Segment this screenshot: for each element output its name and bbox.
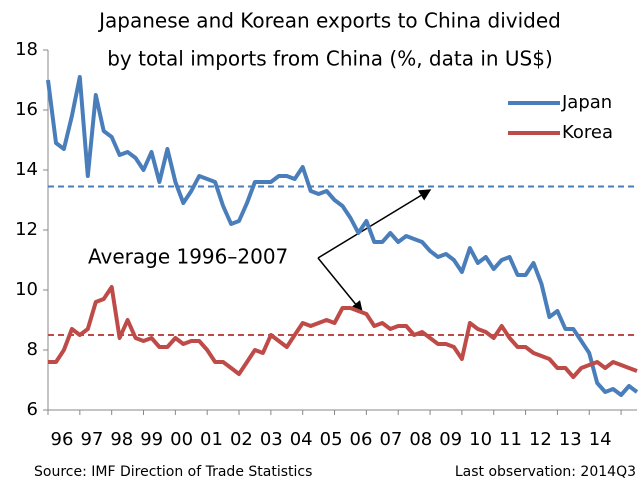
x-tick-label: 12 — [529, 429, 552, 450]
y-tick-label: 8 — [27, 339, 38, 360]
x-tick-label: 98 — [110, 429, 133, 450]
x-tick-label: 10 — [469, 429, 492, 450]
x-tick-label: 08 — [409, 429, 432, 450]
x-tick-label: 11 — [499, 429, 522, 450]
x-tick-label: 96 — [51, 429, 74, 450]
x-tick-label: 02 — [230, 429, 253, 450]
y-tick-label: 18 — [15, 39, 38, 60]
x-tick-label: 09 — [439, 429, 462, 450]
x-tick-label: 01 — [200, 429, 223, 450]
y-tick-label: 14 — [15, 159, 38, 180]
x-tick-label: 03 — [260, 429, 283, 450]
series-line — [46, 75, 639, 397]
x-tick-label: 13 — [559, 429, 582, 450]
y-tick-label: 12 — [15, 219, 38, 240]
x-tick-label: 97 — [80, 429, 103, 450]
legend-label: Japan — [561, 92, 612, 113]
x-tick-label: 99 — [140, 429, 163, 450]
x-tick-label: 04 — [290, 429, 313, 450]
x-tick-label: 00 — [170, 429, 193, 450]
y-tick-label: 10 — [15, 279, 38, 300]
chart-title: Japanese and Korean exports to China div… — [97, 9, 561, 33]
x-tick-label: 05 — [320, 429, 343, 450]
x-tick-label: 07 — [379, 429, 402, 450]
arrow — [317, 189, 432, 259]
legend-label: Korea — [562, 122, 613, 143]
annotation: Average 1996–2007 — [88, 245, 288, 269]
chart-title: by total imports from China (%, data in … — [107, 47, 553, 71]
y-tick-label: 6 — [27, 399, 38, 420]
series-line — [48, 285, 638, 379]
y-tick-label: 16 — [15, 99, 38, 120]
last-observation: Last observation: 2014Q3 — [455, 464, 636, 480]
x-tick-label: 06 — [350, 429, 373, 450]
source: Source: IMF Direction of Trade Statistic… — [34, 464, 312, 480]
x-tick-label: 14 — [589, 429, 612, 450]
arrow — [317, 257, 363, 314]
